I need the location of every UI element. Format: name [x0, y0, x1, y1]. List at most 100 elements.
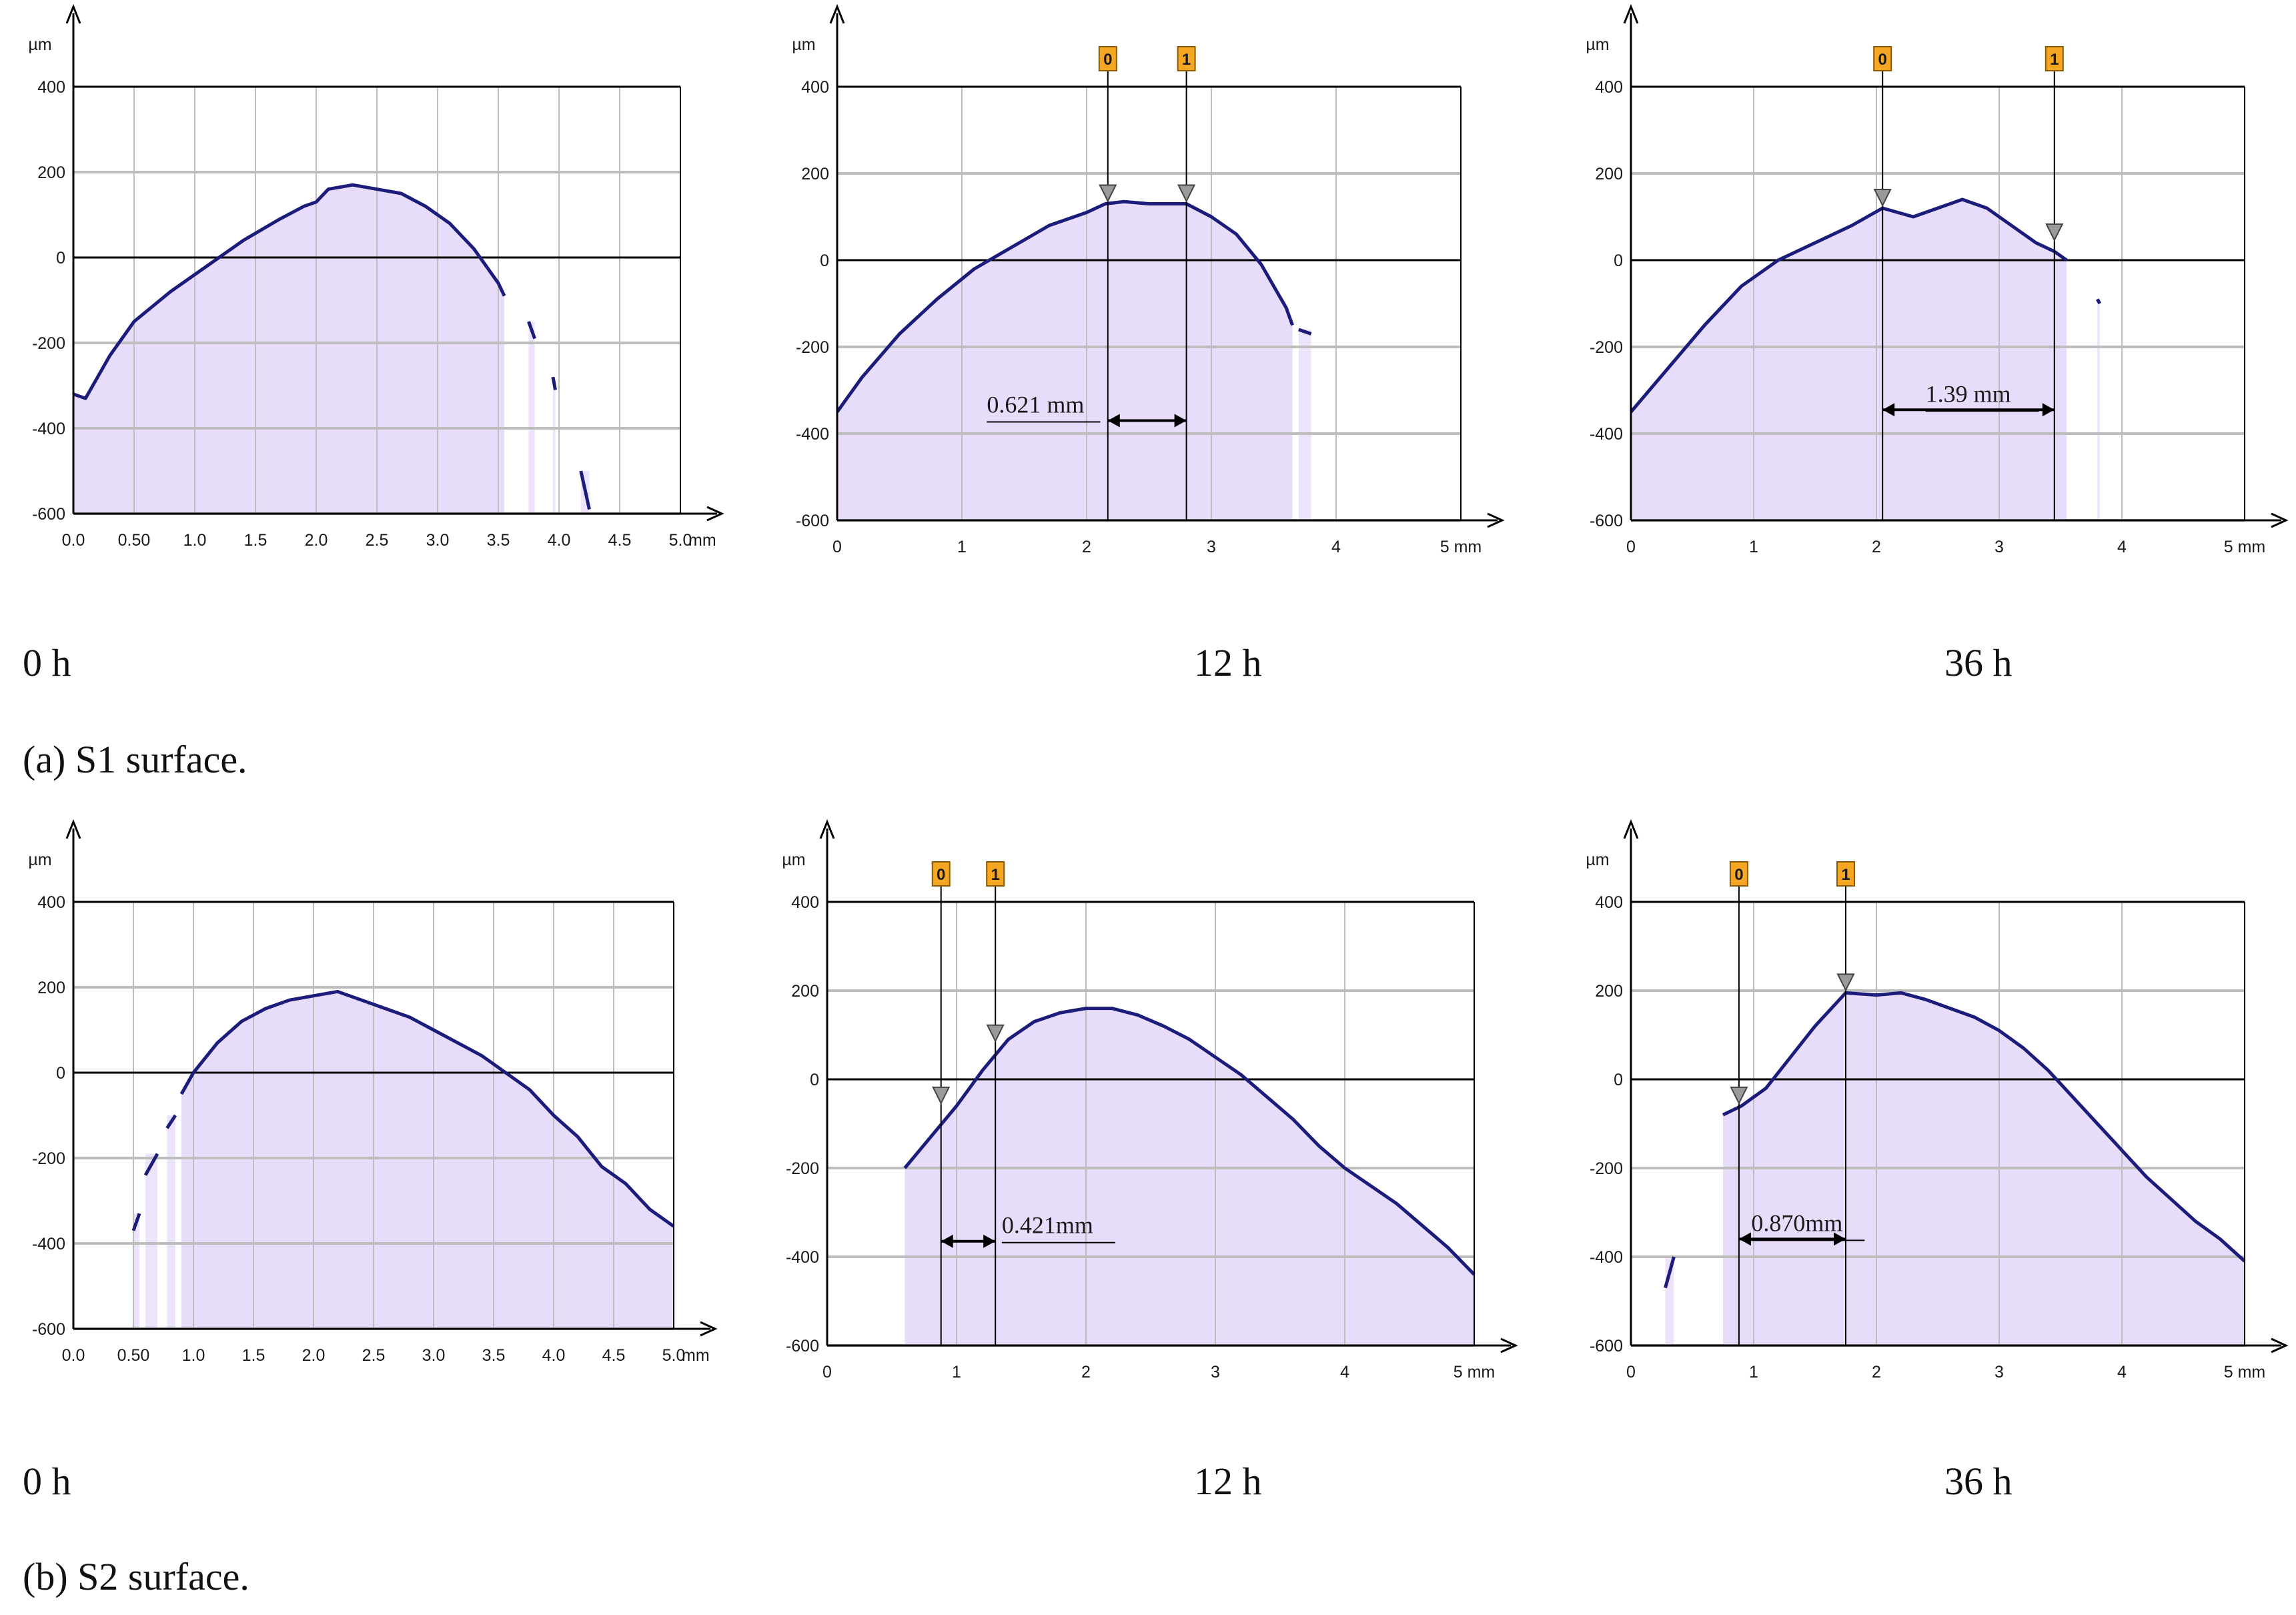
x-tick-label: 2	[1082, 538, 1091, 556]
y-axis-arrow	[819, 819, 835, 839]
y-tick-label: 200	[37, 979, 65, 997]
y-tick-label: -200	[796, 338, 829, 357]
cursor-marker-box	[931, 861, 951, 887]
x-axis-arrow	[700, 1321, 718, 1337]
y-tick-label: 400	[1595, 78, 1623, 97]
x-tick-label: 3	[1994, 1363, 2004, 1382]
measure-arrow-right	[983, 1234, 996, 1248]
time-label-s2-12h: 12 h	[1194, 1460, 1262, 1503]
fragment-area	[2097, 299, 2100, 520]
y-tick-label: -200	[1590, 338, 1623, 357]
y-unit-label: µm	[1586, 35, 1609, 54]
chart-s1-0h: 400 200 0 -200 -400 -600 µm 0.0 0.50 1.0 1.5 2.0 2.5…	[0, 0, 727, 600]
profile-line	[1722, 991, 2246, 1263]
x-tick-label: 4	[2117, 538, 2127, 556]
x-unit-label: mm	[688, 531, 716, 550]
y-tick-label: 0	[56, 1064, 65, 1083]
profile-area	[837, 201, 1293, 520]
y-tick-label: -400	[796, 425, 829, 444]
x-tick-label: 4	[2117, 1363, 2127, 1382]
y-unit-label: µm	[1586, 851, 1609, 869]
cursor-marker-box	[1836, 861, 1855, 887]
x-tick-label: 2	[1081, 1363, 1091, 1382]
x-tick-label: 0	[822, 1363, 832, 1382]
x-unit-label: mm	[682, 1346, 710, 1365]
y-tick-label: -600	[1590, 1337, 1623, 1356]
cursor-triangle	[1730, 1086, 1748, 1105]
y-tick-label: -400	[1590, 1248, 1623, 1267]
x-tick-label: 1	[952, 1363, 961, 1382]
y-tick-label: 400	[1595, 893, 1623, 912]
measure-arrow-left	[941, 1234, 953, 1248]
cursor-triangle	[986, 1024, 1005, 1043]
caption-b: (b) S2 surface.	[23, 1555, 249, 1598]
x-tick-label: 2.5	[362, 1346, 386, 1365]
time-label-s1-0h: 0 h	[23, 641, 71, 684]
fragment-area	[1298, 330, 1311, 520]
x-tick-label: 3.5	[482, 1346, 506, 1365]
x-axis-arrow	[706, 506, 724, 522]
x-axis-arrow	[2271, 512, 2289, 528]
cursor-triangle	[1873, 189, 1892, 207]
x-tick-label: 4	[1331, 538, 1341, 556]
time-label-s1-12h: 12 h	[1194, 641, 1262, 684]
x-tick-label: 4.5	[602, 1346, 626, 1365]
y-unit-label: µm	[28, 35, 51, 54]
measure-label: 0.870mm	[1751, 1209, 1842, 1236]
cursor-triangle	[1836, 973, 1855, 992]
chart-s1-36h: 400 200 0 -200 -400 -600 µm 0 1 2 3 4 5 mm 0 1 1.39 mm	[1558, 0, 2291, 600]
x-tick-label: 2	[1872, 538, 1881, 556]
profile-fragment	[551, 376, 557, 390]
x-axis-arrow	[1487, 512, 1505, 528]
profile-fragment	[143, 1153, 159, 1176]
fragment-area	[145, 1153, 157, 1329]
x-tick-label: 2.0	[302, 1346, 326, 1365]
y-tick-label: -200	[32, 334, 65, 353]
chart-svg: 400 200 0 -200 -400 -600 µm 0.0 0.50 1.0 1.5 2.0 2.5…	[28, 819, 718, 1365]
time-label-s1-36h: 36 h	[1944, 641, 2013, 684]
x-tick-label: 3	[1211, 1363, 1220, 1382]
x-tick-label: 1	[957, 538, 967, 556]
x-tick-label: 1.0	[182, 1346, 205, 1365]
y-tick-label: -200	[786, 1159, 819, 1178]
x-tick-label: 1.5	[242, 1346, 265, 1365]
y-tick-label: 400	[801, 78, 829, 97]
y-tick-label: 200	[791, 982, 819, 1001]
measure-arrow-left	[1738, 1232, 1751, 1246]
cursor-marker-box	[986, 861, 1005, 887]
y-tick-label: -200	[32, 1149, 65, 1168]
x-tick-label: 2.5	[366, 531, 389, 550]
time-label-s2-36h: 36 h	[1944, 1460, 2013, 1503]
x-tick-label: 0.0	[62, 531, 85, 550]
x-tick-label: 0	[1626, 538, 1636, 556]
x-tick-label: 1.0	[183, 531, 207, 550]
cursor-marker-label: 0	[937, 866, 945, 884]
cursor-marker-box	[2045, 46, 2064, 71]
profile-fragment	[2096, 298, 2102, 305]
chart-svg: 400 200 0 -200 -400 -600 µm 0 1 2 3 4 5 mm 0 1 0.421mm	[782, 819, 1518, 1382]
chart-s2-0h: 400 200 0 -200 -400 -600 µm 0.0 0.50 1.0 1.5 2.0 2.5…	[0, 815, 727, 1416]
cursor-marker-label: 0	[1878, 51, 1887, 69]
measure-label: 0.621 mm	[987, 392, 1084, 418]
chart-s2-36h: 400 200 0 -200 -400 -600 µm 0 1 2 3 4 5 mm 0 1 0.870mm	[1558, 815, 2291, 1416]
x-tick-label: 2	[1872, 1363, 1881, 1382]
x-tick-label: 4.0	[548, 531, 571, 550]
y-axis-arrow	[1623, 3, 1639, 24]
x-tick-label: 3.5	[487, 531, 510, 550]
profile-line	[179, 989, 675, 1228]
y-tick-label: -400	[786, 1248, 819, 1267]
cursor-marker-box	[1873, 46, 1892, 71]
x-tick-label: 5.0	[662, 1346, 686, 1365]
measure-arrow-right	[1174, 414, 1187, 428]
y-tick-label: 400	[37, 78, 65, 97]
profile-line	[835, 199, 1294, 413]
profile-fragment	[527, 321, 536, 340]
y-tick-label: -600	[1590, 512, 1623, 530]
y-axis-arrow	[1623, 819, 1639, 839]
y-axis-arrow	[829, 3, 845, 24]
x-tick-label: 2.0	[305, 531, 328, 550]
x-tick-label: 1	[1749, 538, 1758, 556]
profile-area	[181, 991, 674, 1329]
cursor-marker-label: 1	[991, 866, 1000, 884]
profile-line	[1630, 197, 2068, 414]
